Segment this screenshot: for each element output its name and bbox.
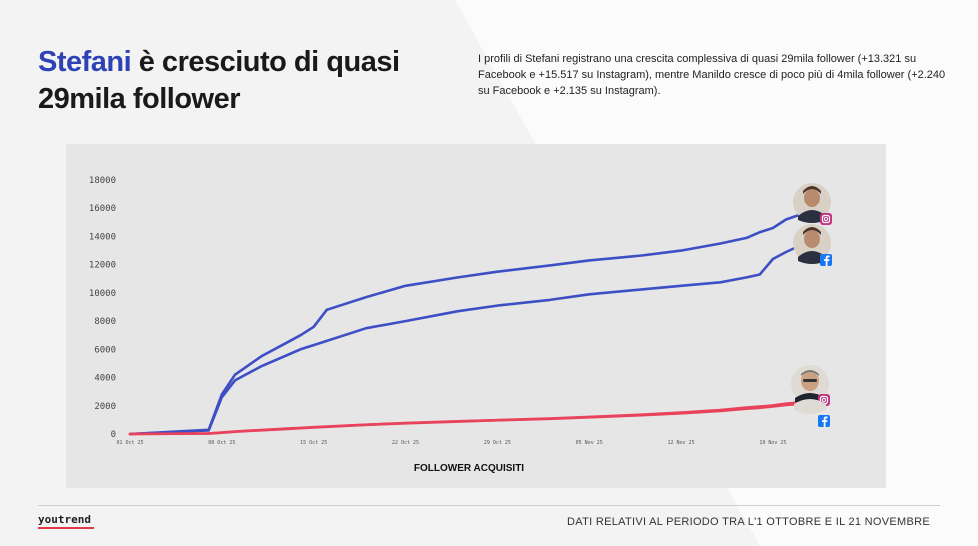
x-tick-label: 15 Oct 25	[300, 440, 327, 446]
facebook-icon	[820, 254, 832, 266]
y-tick-label: 0	[111, 430, 116, 440]
x-tick-label: 22 Oct 25	[392, 440, 419, 446]
y-tick-label: 12000	[89, 261, 116, 271]
series-line-3	[128, 402, 801, 436]
y-tick-label: 4000	[94, 374, 116, 384]
x-tick-label: 29 Oct 25	[484, 440, 511, 446]
chart-panel: 0 2000 4000 6000 8000 10000 12000 14000 16000 180…	[66, 144, 886, 488]
series-line-4	[128, 401, 801, 436]
y-tick-label: 2000	[94, 402, 116, 412]
stefani-instagram-avatar	[793, 183, 832, 225]
y-tick-label: 18000	[89, 176, 116, 186]
y-tick-label: 16000	[89, 204, 116, 214]
page-title-accent: Stefani	[38, 46, 132, 78]
x-tick-label: 05 Nov 25	[576, 440, 603, 446]
x-axis-label: FOLLOWER ACQUISITI	[413, 463, 525, 474]
x-tick-label: 08 Oct 25	[208, 440, 235, 446]
y-tick-label: 14000	[89, 232, 116, 242]
x-tick-label: 12 Nov 25	[667, 440, 694, 446]
period-note: DATI RELATIVI AL PERIODO TRA L'1 OTTOBRE…	[567, 516, 930, 528]
x-tick-label: 01 Oct 25	[116, 440, 143, 446]
series-line-1	[128, 213, 801, 436]
youtrend-logo: youtrend	[38, 513, 91, 526]
x-tick-label: 19 Nov 25	[759, 440, 786, 446]
stefani-facebook-avatar	[793, 224, 832, 266]
facebook-icon	[818, 415, 830, 427]
footer-divider	[38, 505, 940, 506]
page-title: Stefani è cresciuto di quasi 29mila foll…	[38, 44, 438, 118]
series-line-2	[128, 244, 801, 436]
y-tick-label: 10000	[89, 289, 116, 299]
y-tick-label: 6000	[94, 345, 116, 355]
follower-line-chart: 0 2000 4000 6000 8000 10000 12000 14000 16000 180…	[89, 176, 801, 446]
logo-underline	[38, 527, 94, 529]
instagram-icon	[820, 213, 832, 225]
intro-text: I profili di Stefani registrano una cres…	[478, 53, 946, 97]
y-tick-label: 8000	[94, 317, 116, 327]
manildo-facebook-avatar	[794, 399, 830, 427]
page-title-rest: è cresciuto di quasi 29mila follower	[38, 46, 400, 115]
